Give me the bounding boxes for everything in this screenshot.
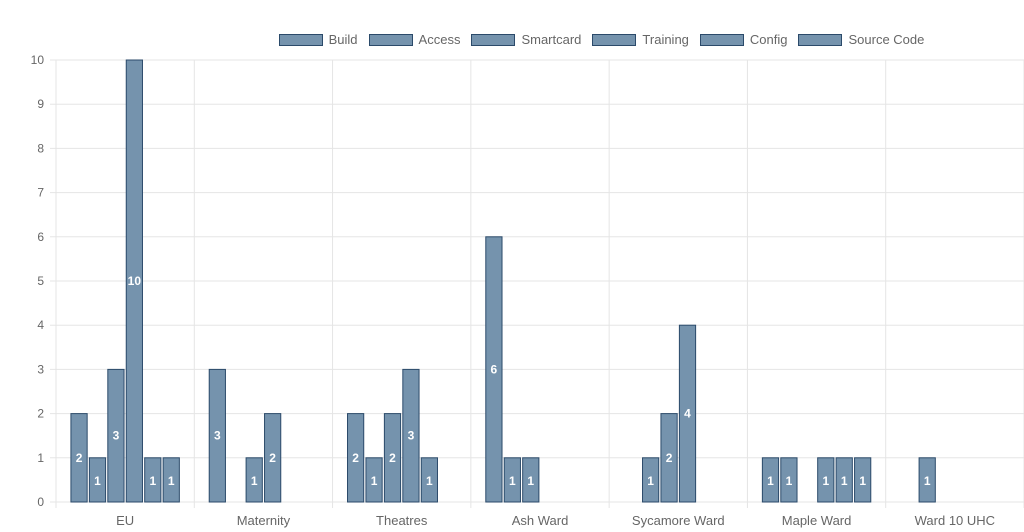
grid-lines (50, 59, 1024, 508)
legend-label: Config (749, 32, 788, 47)
bar-value-label: 1 (149, 474, 156, 488)
y-tick-label: 4 (37, 318, 44, 332)
bar-value-label: 2 (666, 451, 673, 465)
legend-label: Training (642, 32, 689, 47)
bar[interactable] (780, 457, 798, 503)
bar-value-label: 1 (647, 474, 654, 488)
y-tick-label: 10 (31, 53, 45, 67)
legend-label: Access (418, 32, 461, 47)
bar[interactable] (660, 413, 678, 503)
y-tick-label: 8 (37, 141, 44, 155)
bar[interactable] (854, 457, 872, 503)
bar[interactable] (642, 457, 660, 503)
x-tick-label: Maternity (237, 513, 291, 528)
bar-value-label: 1 (94, 474, 101, 488)
legend-swatch (699, 33, 744, 46)
bar[interactable] (522, 457, 540, 503)
bar-value-label: 1 (822, 474, 829, 488)
bar[interactable] (144, 457, 162, 503)
y-tick-label: 1 (37, 451, 44, 465)
bar[interactable] (70, 413, 88, 503)
legend-label: Source Code (848, 32, 925, 47)
bar[interactable] (918, 457, 936, 503)
legend-label: Smartcard (521, 32, 582, 47)
y-tick-label: 6 (37, 230, 44, 244)
bar[interactable] (761, 457, 780, 503)
x-tick-label: Sycamore Ward (632, 513, 725, 528)
x-tick-label: Ward 10 UHC (915, 513, 995, 528)
legend-swatch (278, 33, 323, 46)
legend-label: Build (328, 32, 358, 47)
legend-swatch (592, 33, 637, 46)
bar[interactable] (107, 368, 125, 503)
legend-swatch (471, 33, 516, 46)
bar[interactable] (88, 457, 107, 503)
bar-value-label: 1 (767, 474, 774, 488)
bar[interactable] (503, 457, 521, 503)
bar[interactable] (485, 236, 503, 503)
bar[interactable] (264, 413, 282, 503)
bar-value-label: 1 (841, 474, 848, 488)
bar-value-label: 1 (426, 474, 433, 488)
y-tick-label: 3 (37, 362, 44, 376)
bar-value-label: 1 (786, 474, 793, 488)
y-tick-label: 0 (37, 495, 44, 509)
bar[interactable] (162, 457, 180, 503)
bar-value-label: 1 (527, 474, 534, 488)
bar-value-label: 1 (371, 474, 378, 488)
bar[interactable] (817, 457, 835, 503)
bar-value-label: 3 (113, 429, 120, 443)
legend-item-build[interactable]: Build (278, 32, 358, 47)
bar[interactable] (835, 457, 853, 503)
bar-value-label: 2 (389, 451, 396, 465)
bar[interactable] (383, 413, 402, 503)
bar[interactable] (365, 457, 383, 503)
bar[interactable] (208, 368, 226, 503)
bar-value-label: 1 (168, 474, 175, 488)
x-tick-label: Theatres (376, 513, 428, 528)
bar-value-label: 3 (408, 429, 415, 443)
bar-value-label: 1 (924, 474, 931, 488)
legend: Build Access Smartcard Training Config S… (0, 32, 1024, 47)
bars (70, 59, 936, 503)
bar[interactable] (125, 59, 143, 503)
legend-item-smartcard[interactable]: Smartcard (471, 32, 581, 47)
bar[interactable] (347, 413, 365, 503)
bar-value-label: 1 (509, 474, 516, 488)
y-tick-label: 2 (37, 407, 44, 421)
bar[interactable] (420, 457, 438, 503)
bar[interactable] (245, 457, 263, 503)
legend-item-source-code[interactable]: Source Code (798, 32, 924, 47)
bar-value-label: 2 (352, 451, 359, 465)
y-tick-label: 5 (37, 274, 44, 288)
bar-value-label: 10 (128, 274, 142, 288)
x-tick-label: Maple Ward (782, 513, 852, 528)
y-tick-label: 7 (37, 186, 44, 200)
bar[interactable] (678, 324, 697, 503)
x-tick-label: Ash Ward (512, 513, 569, 528)
bar-value-label: 4 (684, 407, 691, 421)
legend-item-training[interactable]: Training (592, 32, 689, 47)
legend-item-config[interactable]: Config (699, 32, 788, 47)
legend-item-access[interactable]: Access (368, 32, 461, 47)
bar-value-label: 1 (859, 474, 866, 488)
bar-value-label: 2 (269, 451, 276, 465)
y-tick-label: 9 (37, 97, 44, 111)
x-tick-label: EU (116, 513, 134, 528)
legend-swatch (798, 33, 843, 46)
bar[interactable] (402, 368, 420, 503)
bar-value-label: 2 (76, 451, 83, 465)
legend-swatch (368, 33, 413, 46)
bar-value-label: 1 (251, 474, 258, 488)
bar-value-label: 3 (214, 429, 221, 443)
bar-value-label: 6 (491, 362, 498, 376)
